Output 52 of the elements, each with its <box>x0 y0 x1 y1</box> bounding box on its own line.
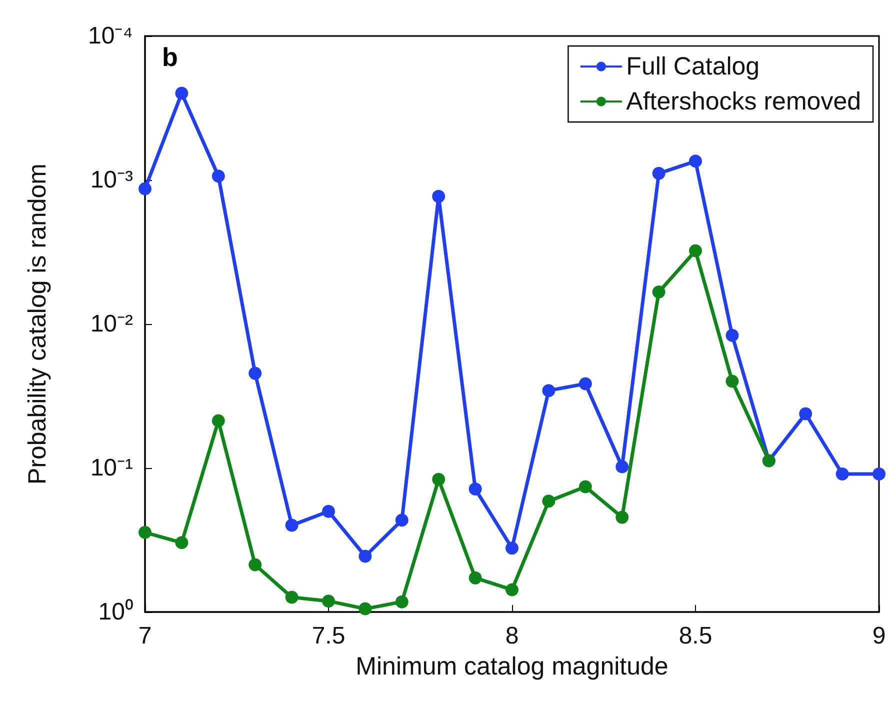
x-tick-label: 7 <box>138 622 152 650</box>
point <box>799 407 812 420</box>
x-tick-label: 7.5 <box>312 622 346 650</box>
point <box>726 328 739 342</box>
point <box>872 467 886 480</box>
point <box>175 536 188 550</box>
point <box>395 595 408 608</box>
point <box>689 244 702 258</box>
point <box>652 166 666 180</box>
point <box>689 154 702 168</box>
point <box>322 594 335 608</box>
x-tick-label: 9 <box>872 622 886 650</box>
point <box>285 590 298 604</box>
point <box>836 467 849 480</box>
point <box>578 480 592 494</box>
point <box>212 414 225 428</box>
point <box>285 518 298 532</box>
annotation: b <box>162 42 178 72</box>
point <box>248 366 262 380</box>
point <box>432 472 446 486</box>
x-tick-label: 8.5 <box>678 622 712 650</box>
point <box>138 526 152 539</box>
point <box>175 86 188 100</box>
point <box>506 583 518 596</box>
point <box>468 571 482 584</box>
point <box>358 602 372 616</box>
point <box>322 504 335 518</box>
point <box>616 460 629 474</box>
point <box>358 550 372 563</box>
point <box>726 374 739 388</box>
x-tick-label: 8 <box>505 622 519 650</box>
y-tick-label: 10⁻² <box>90 310 134 338</box>
y-tick-label: 10⁻⁴ <box>88 22 133 50</box>
point <box>468 482 482 496</box>
point <box>506 542 518 555</box>
x-axis-title: Minimum catalog magnitude <box>356 652 668 680</box>
y-tick-label: 10⁻¹ <box>90 454 134 482</box>
point <box>542 384 556 398</box>
legend-label: Full Catalog <box>626 52 760 80</box>
point <box>138 182 152 196</box>
y-tick-label: 10⁻³ <box>90 166 134 194</box>
y-axis-title: Probability catalog is random <box>24 164 52 484</box>
point <box>395 514 408 527</box>
point <box>432 190 446 203</box>
point <box>652 286 666 299</box>
point <box>212 170 225 183</box>
point <box>542 494 556 508</box>
legend-label: Aftershocks removed <box>626 88 862 116</box>
point <box>578 377 592 390</box>
y-tick-label: 10⁰ <box>98 598 133 626</box>
point <box>248 558 262 572</box>
point <box>616 510 629 524</box>
